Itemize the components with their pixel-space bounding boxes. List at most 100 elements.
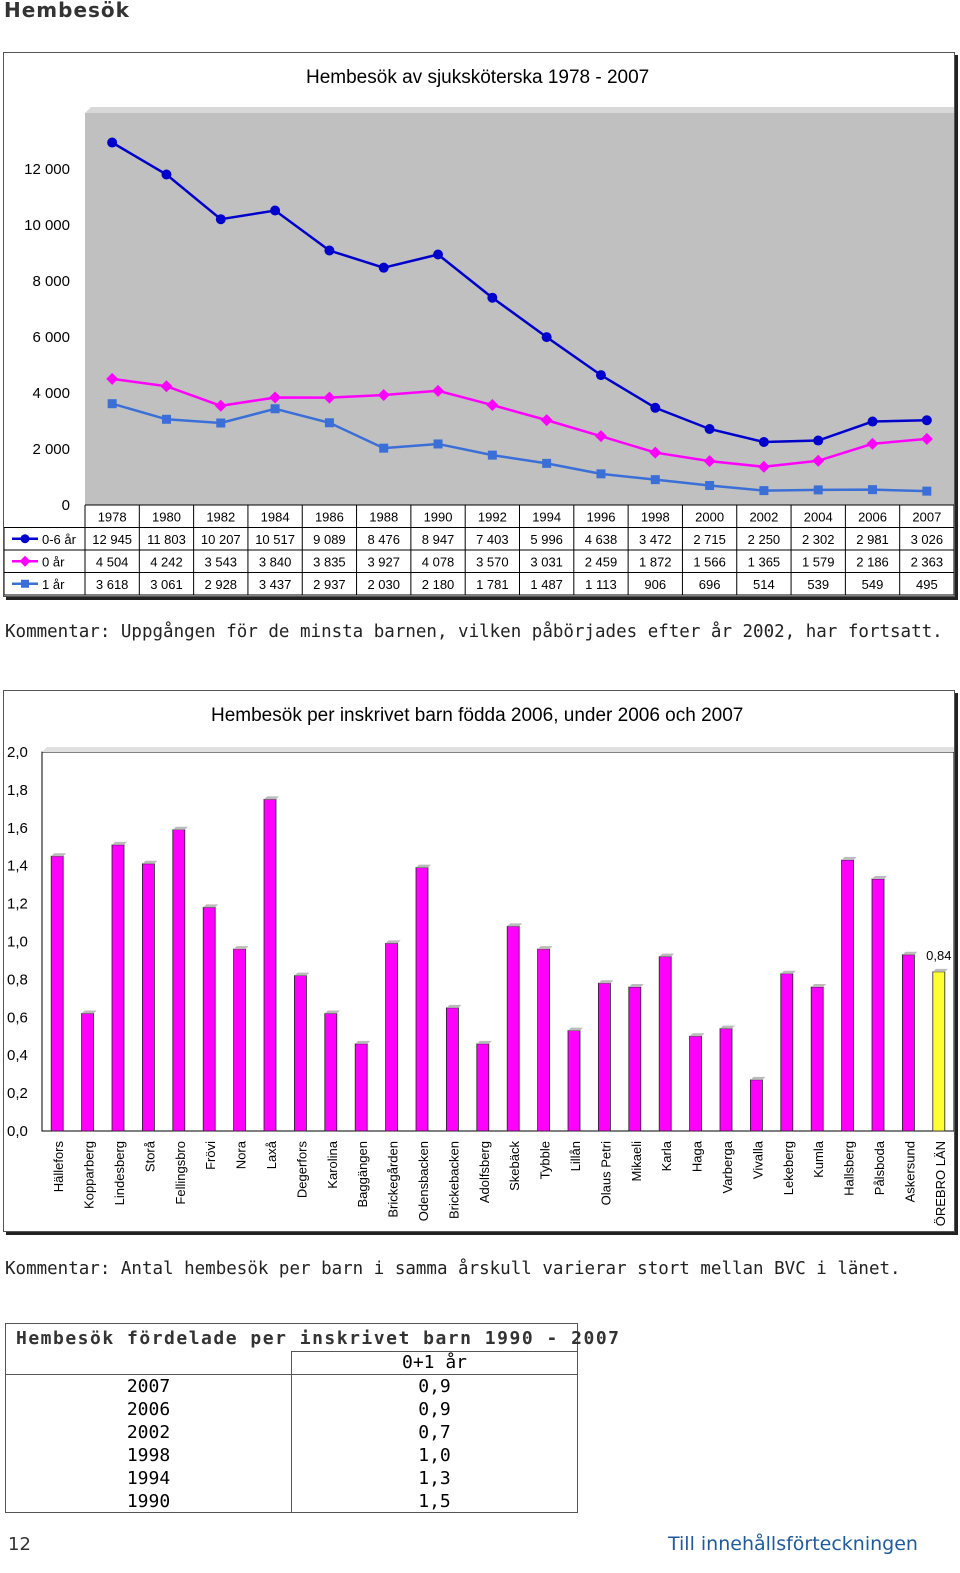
- data-label: 495: [916, 577, 938, 592]
- series-0-point: [866, 437, 879, 450]
- x-tick-label: Mikaeli: [629, 1141, 644, 1182]
- data-label: 7 403: [476, 532, 509, 547]
- table-row: 2006 0,9: [6, 1398, 577, 1421]
- page-heading: Hembesök: [4, 0, 130, 22]
- bar-top: [811, 983, 827, 987]
- series-1-point: [324, 418, 334, 428]
- data-label: 4 242: [150, 554, 183, 569]
- bar: [871, 878, 885, 1132]
- home-visits-line-chart: Hembesök av sjuksköterska 1978 - 2007 0 2…: [3, 52, 955, 597]
- bar-top: [385, 940, 401, 944]
- bar-top: [568, 1027, 583, 1031]
- x-tick-label: Degerfors: [294, 1141, 309, 1199]
- data-label: 1 872: [639, 554, 672, 569]
- data-label: 3 927: [367, 554, 400, 569]
- y-tick-label: 0,4: [7, 1047, 28, 1064]
- series-0-point: [703, 455, 716, 468]
- y-tick-label: 1,4: [7, 858, 28, 875]
- x-tick-label: Brickegården: [386, 1141, 401, 1218]
- y-tick-label: 0,0: [7, 1123, 28, 1140]
- series-0-point: [920, 432, 933, 445]
- bar-top: [628, 983, 644, 987]
- bar-top: [720, 1025, 735, 1029]
- series-1-point: [270, 404, 280, 414]
- x-tick-label: Fellingsbro: [173, 1141, 188, 1205]
- y-tick-label: 10 000: [24, 217, 70, 234]
- data-label: 2 180: [422, 577, 455, 592]
- plot-area-top: [85, 107, 954, 113]
- series-0-6-line: [111, 141, 927, 444]
- series-0-point: [594, 430, 607, 443]
- plot-area: [85, 113, 954, 505]
- x-tick-label: Vivalla: [750, 1140, 765, 1179]
- x-tick-label: 1998: [641, 509, 670, 524]
- data-label: 539: [807, 577, 829, 592]
- x-tick-label: Varberga: [720, 1140, 735, 1193]
- y-tick-label: 12 000: [24, 161, 70, 178]
- toc-link[interactable]: Till innehållsförteckningen: [668, 1533, 918, 1555]
- bar: [902, 954, 915, 1132]
- table-cell-year: 1994: [126, 1468, 171, 1489]
- bar-top: [659, 953, 675, 957]
- bar: [506, 925, 520, 1132]
- data-label: 2 250: [748, 532, 781, 547]
- page-number: 12: [8, 1534, 31, 1555]
- series-0-6-legend-marker: [20, 534, 30, 544]
- bar-top: [81, 1010, 97, 1014]
- bar: [385, 942, 399, 1132]
- series-0-6-point: [161, 169, 172, 180]
- x-tick-label: Odensbacken: [416, 1141, 431, 1221]
- series-1-point: [868, 485, 878, 495]
- data-label: 8 947: [422, 532, 455, 547]
- series-0-6-point: [378, 262, 389, 273]
- bar: [202, 906, 216, 1132]
- data-label: 2 937: [313, 577, 346, 592]
- y-tick-label: 1,2: [7, 896, 28, 913]
- bar-top: [355, 1040, 371, 1044]
- series-0-6-point: [813, 435, 824, 446]
- x-tick-label: Brickebacken: [446, 1141, 461, 1219]
- bar-top: [416, 864, 431, 868]
- x-tick-label: 1982: [206, 509, 235, 524]
- x-tick-label: 1980: [152, 509, 181, 524]
- bar: [81, 1013, 94, 1132]
- x-tick-label: 1988: [369, 509, 398, 524]
- bar: [628, 986, 642, 1132]
- bar-top: [446, 1004, 462, 1008]
- bar-top: [507, 923, 523, 927]
- table-cell-year: 1990: [126, 1491, 171, 1512]
- x-tick-label: 1978: [98, 509, 127, 524]
- y-tick-label: 2 000: [32, 441, 70, 458]
- plot-area: [41, 751, 954, 1132]
- series-0-point: [106, 372, 119, 385]
- x-tick-label: 2006: [858, 509, 887, 524]
- bar: [537, 948, 550, 1132]
- table-row: 1990 1,5: [6, 1490, 577, 1513]
- data-label: 4 638: [585, 532, 618, 547]
- table-cell-year: 1998: [126, 1445, 171, 1466]
- bar-top: [750, 1076, 766, 1080]
- data-label: 2 363: [911, 554, 944, 569]
- series-0-point: [269, 391, 282, 404]
- series-0-6-point: [107, 137, 118, 148]
- x-tick-label: Kumla: [811, 1140, 826, 1178]
- series-0-6-legend-label: 0-6 år: [42, 532, 77, 547]
- data-label: 1 781: [476, 577, 509, 592]
- x-tick-label: ÖREBRO LÄN: [933, 1141, 948, 1226]
- bar-top: [537, 946, 553, 950]
- data-label: 3 472: [639, 532, 672, 547]
- bar: [841, 859, 854, 1132]
- data-label: 8 476: [367, 532, 400, 547]
- bar-top: [902, 951, 918, 955]
- data-label: 1 579: [802, 554, 835, 569]
- data-label: 4 504: [96, 554, 129, 569]
- x-tick-label: Kopparberg: [82, 1141, 97, 1209]
- bar: [141, 863, 155, 1132]
- series-1-point: [813, 485, 823, 495]
- table-cell-year: 2007: [126, 1376, 171, 1397]
- series-1-point: [216, 418, 226, 428]
- table-cell-value: 0,9: [418, 1376, 451, 1397]
- x-tick-label: 2000: [695, 509, 724, 524]
- series-0-6-point: [270, 205, 281, 216]
- bar: [111, 844, 125, 1132]
